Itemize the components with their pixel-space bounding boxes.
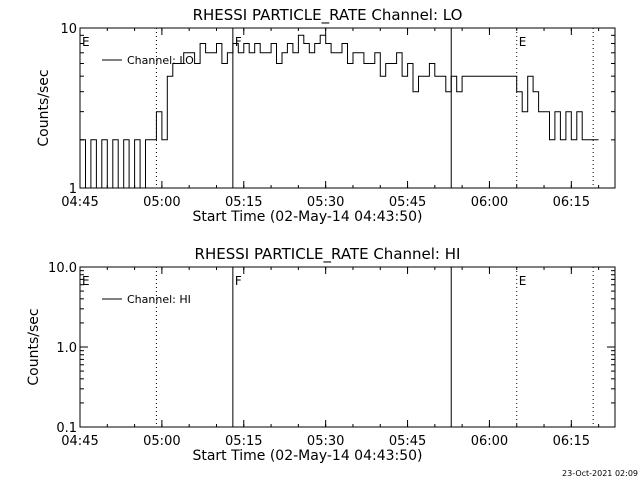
lo-panel (79, 27, 616, 189)
hi-y-tick-label: 10.0 (48, 261, 77, 276)
hi-x-tick-label: 05:30 (307, 434, 344, 449)
lo-plot-frame (79, 27, 616, 189)
lo-chart-title: RHESSI PARTICLE_RATE Channel: LO (193, 6, 463, 25)
lo-x-tick-label: 05:00 (143, 195, 180, 210)
hi-x-tick-label: 05:00 (143, 434, 180, 449)
lo-x-axis-label: Start Time (02-May-14 04:43:50) (192, 209, 422, 225)
hi-event-marker-label: E (82, 274, 90, 288)
hi-legend-label: Channel: HI (127, 293, 191, 306)
hi-event-marker-label: E (519, 274, 527, 288)
lo-event-marker-label: E (519, 35, 527, 49)
lo-event-marker-label: E (82, 35, 90, 49)
lo-x-tick-label: 05:15 (225, 195, 262, 210)
lo-series-line (80, 34, 599, 189)
hi-x-tick-label: 04:45 (61, 434, 98, 449)
hi-x-axis-label: Start Time (02-May-14 04:43:50) (192, 448, 422, 464)
lo-y-tick-label: 1 (69, 182, 77, 197)
lo-x-tick-label: 05:30 (307, 195, 344, 210)
hi-panel (79, 266, 616, 428)
hi-x-tick-label: 05:45 (389, 434, 426, 449)
hi-x-tick-label: 06:15 (553, 434, 590, 449)
hi-chart-title: RHESSI PARTICLE_RATE Channel: HI (195, 245, 461, 264)
hi-y-tick-label: 1.0 (56, 341, 77, 356)
hi-y-axis-label: Counts/sec (26, 308, 42, 385)
lo-event-marker-label: F (235, 35, 242, 49)
hi-x-tick-label: 05:15 (225, 434, 262, 449)
lo-y-axis-label: Counts/sec (36, 69, 52, 146)
lo-legend-label: Channel: LO (127, 54, 194, 67)
lo-x-tick-label: 04:45 (61, 195, 98, 210)
hi-x-tick-label: 06:00 (471, 434, 508, 449)
lo-x-tick-label: 05:45 (389, 195, 426, 210)
lo-y-tick-label: 10 (60, 22, 77, 37)
lo-x-tick-label: 06:15 (553, 195, 590, 210)
hi-plot-frame (79, 266, 616, 428)
hi-event-marker-label: F (235, 274, 242, 288)
lo-x-tick-label: 06:00 (471, 195, 508, 210)
generated-timestamp: 23-Oct-2021 02:09 (562, 469, 638, 478)
hi-y-tick-label: 0.1 (56, 421, 77, 436)
